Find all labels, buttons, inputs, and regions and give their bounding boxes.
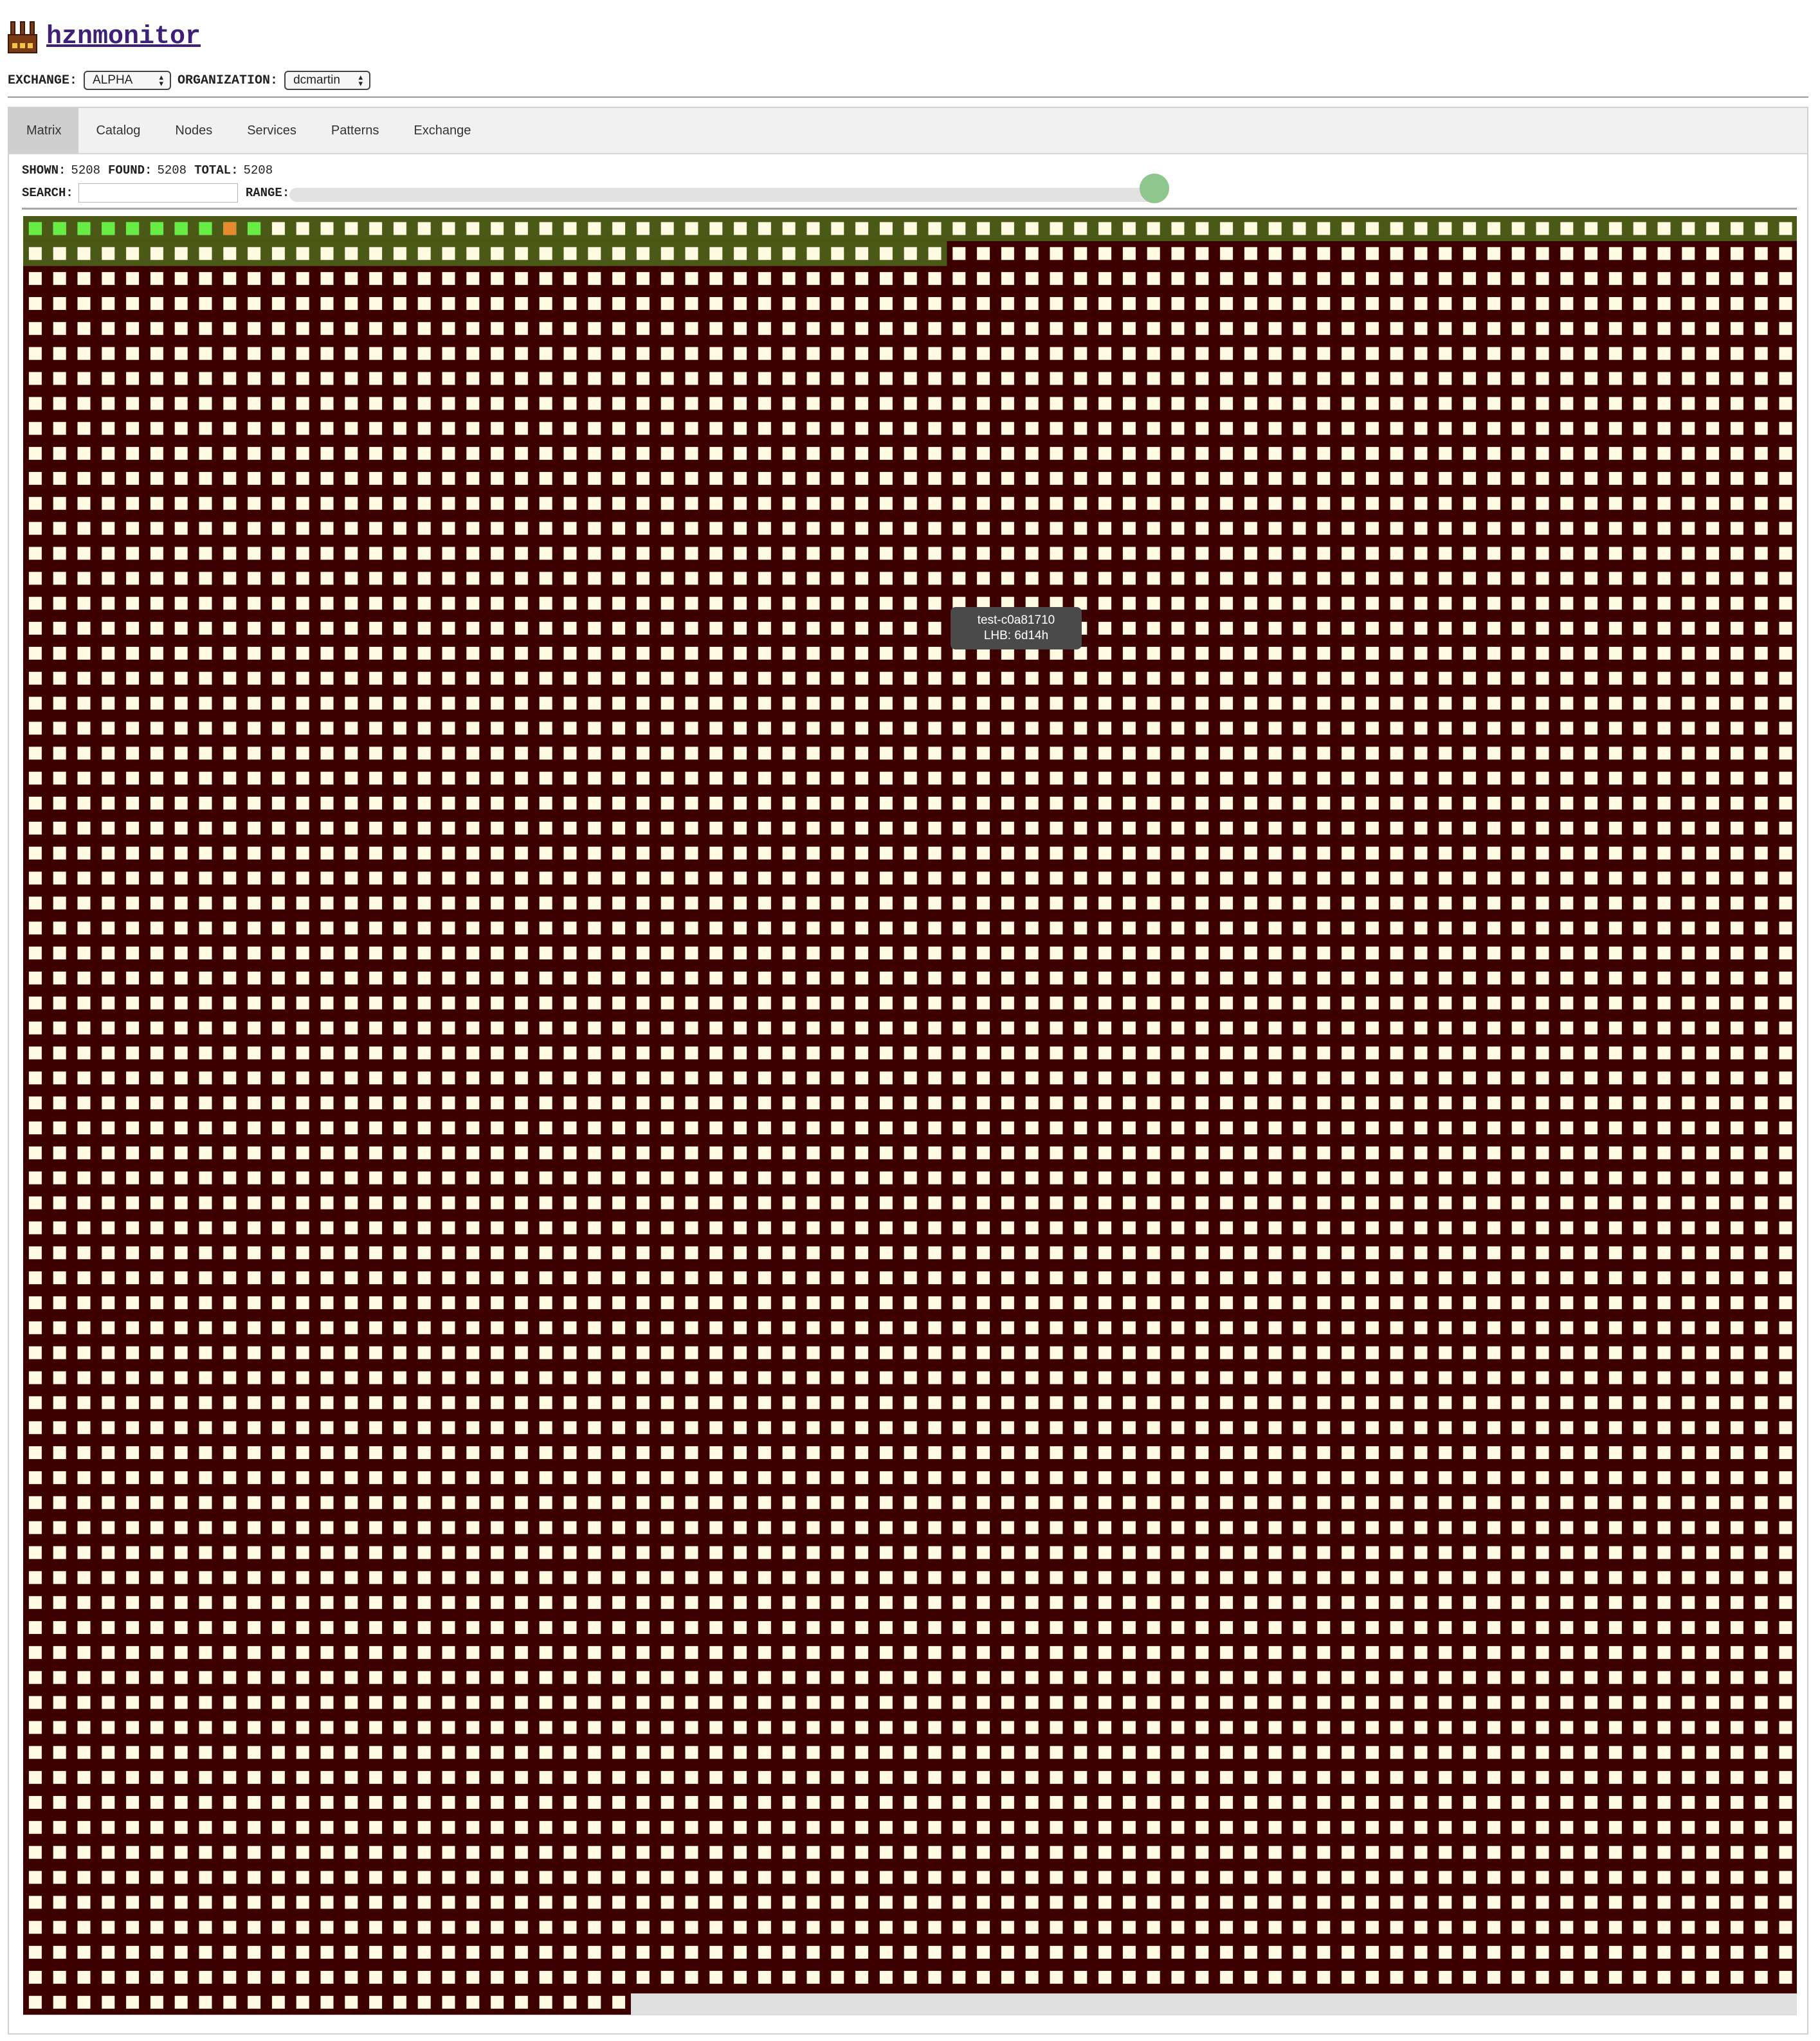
tooltip-node-name: test-c0a81710 — [977, 613, 1055, 627]
tab-patterns[interactable]: Patterns — [331, 123, 379, 138]
matrix-divider — [22, 208, 1797, 210]
node-cells — [23, 216, 1797, 1990]
app-header: hznmonitor — [8, 14, 201, 59]
exchange-label: EXCHANGE: — [8, 73, 78, 88]
node-cell-active — [102, 222, 115, 235]
node-cells — [23, 1990, 631, 2015]
organization-select[interactable]: dcmartin ▴ ▾ — [284, 71, 371, 90]
exchange-select[interactable]: ALPHA ▴ ▾ — [84, 71, 172, 90]
organization-select-value: dcmartin — [293, 73, 340, 87]
total-label: TOTAL: — [194, 163, 239, 177]
exchange-select-value: ALPHA — [93, 73, 133, 87]
select-arrows-icon: ▴ ▾ — [159, 72, 164, 88]
tab-nodes[interactable]: Nodes — [175, 123, 213, 138]
node-cell-active — [53, 222, 66, 235]
node-cell-active — [174, 222, 188, 235]
controls-bar: SEARCH: RANGE: — [22, 180, 289, 206]
node-cell-warning — [223, 222, 237, 235]
node-cell-active — [248, 222, 261, 235]
total-value: 5208 — [243, 163, 273, 177]
tab-matrix[interactable]: Matrix — [9, 108, 79, 153]
shown-value: 5208 — [71, 163, 101, 177]
tooltip-lhb: LHB: 6d14h — [983, 629, 1049, 642]
tab-bar: Matrix Catalog Nodes Services Patterns E… — [9, 108, 1807, 154]
main-panel: Matrix Catalog Nodes Services Patterns E… — [8, 107, 1808, 2035]
found-label: FOUND: — [108, 163, 152, 177]
app-title-link[interactable]: hznmonitor — [46, 22, 201, 51]
header-divider — [8, 96, 1808, 98]
tab-services[interactable]: Services — [247, 123, 296, 138]
tab-exchange[interactable]: Exchange — [414, 123, 471, 138]
matrix-empty-area — [631, 1993, 1797, 2015]
node-cell-active — [126, 222, 140, 235]
search-input[interactable] — [78, 183, 238, 203]
node-tooltip: test-c0a81710 LHB: 6d14h — [951, 607, 1082, 649]
selector-bar: EXCHANGE: ALPHA ▴ ▾ ORGANIZATION: dcmarti… — [8, 69, 371, 91]
found-value: 5208 — [157, 163, 187, 177]
shown-label: SHOWN: — [22, 163, 66, 177]
search-label: SEARCH: — [22, 186, 73, 200]
factory-icon — [8, 20, 37, 53]
stats-bar: SHOWN: 5208 FOUND: 5208 TOTAL: 5208 — [22, 163, 275, 177]
node-cell-active — [77, 222, 91, 235]
node-cell-active — [150, 222, 163, 235]
node-cell-active — [199, 222, 212, 235]
organization-label: ORGANIZATION: — [177, 73, 278, 88]
node-matrix[interactable] — [23, 216, 1797, 2020]
node-cell-active — [28, 222, 42, 235]
range-slider[interactable] — [289, 188, 1164, 202]
select-arrows-icon: ▴ ▾ — [358, 72, 363, 88]
node-matrix-cells[interactable] — [23, 216, 1797, 2015]
range-label: RANGE: — [245, 186, 290, 200]
tab-catalog[interactable]: Catalog — [96, 123, 141, 138]
range-slider-thumb[interactable] — [1140, 174, 1169, 203]
